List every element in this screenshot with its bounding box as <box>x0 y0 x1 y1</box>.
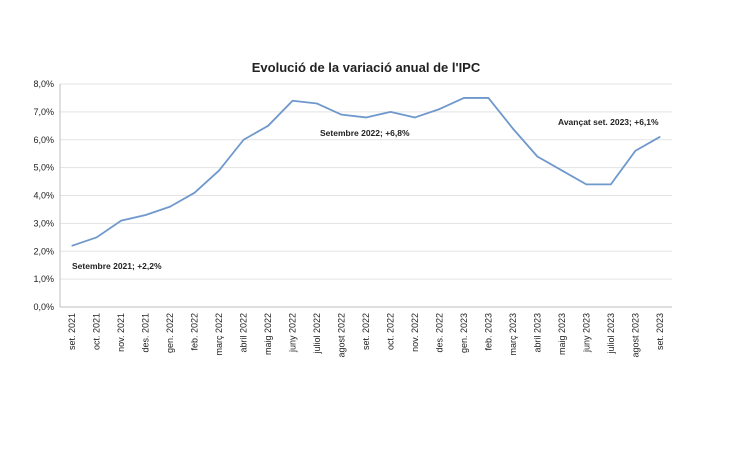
x-tick-label: abril 2022 <box>239 313 249 353</box>
annotation-sep-2023: Avançat set. 2023; +6,1% <box>558 117 659 127</box>
y-tick-label: 6,0% <box>33 135 54 145</box>
data-point <box>242 138 245 141</box>
x-tick-label: agost 2023 <box>630 313 640 358</box>
data-point <box>291 99 294 102</box>
data-point <box>389 111 392 113</box>
x-tick-label: juny 2023 <box>581 313 591 353</box>
x-tick-label: gen. 2022 <box>165 313 175 353</box>
annotation-sep-2021: Setembre 2021; +2,2% <box>72 261 162 271</box>
x-tick-label: agost 2022 <box>337 313 347 358</box>
data-point <box>634 150 637 152</box>
data-point <box>95 236 98 239</box>
x-tick-label: feb. 2023 <box>483 313 493 351</box>
x-tick-label: maig 2023 <box>557 313 567 355</box>
x-tick-label: juliol 2023 <box>606 313 616 355</box>
x-tick-label: des. 2022 <box>434 313 444 353</box>
x-tick-label: feb. 2022 <box>190 313 200 351</box>
y-tick-label: 5,0% <box>33 163 54 173</box>
y-tick-label: 8,0% <box>33 79 54 89</box>
data-point <box>414 116 416 119</box>
y-tick-label: 3,0% <box>33 218 54 228</box>
x-tick-label: gen. 2023 <box>459 313 469 353</box>
x-tick-label: juny 2022 <box>288 313 298 353</box>
x-tick-label: nov. 2022 <box>410 313 420 352</box>
x-tick-label: des. 2021 <box>141 313 151 353</box>
x-tick-label: març 2023 <box>508 313 518 356</box>
annotation-sep-2022: Setembre 2022; +6,8% <box>320 128 410 138</box>
y-tick-label: 2,0% <box>33 246 54 256</box>
x-tick-label: set. 2023 <box>655 313 665 350</box>
chart-title: Evolució de la variació anual de l'IPC <box>252 60 481 75</box>
x-tick-label: juliol 2022 <box>312 313 322 355</box>
data-point <box>144 214 147 216</box>
data-point <box>487 97 490 99</box>
x-tick-label: març 2022 <box>214 313 224 356</box>
data-point <box>610 183 612 186</box>
x-tick-label: nov. 2021 <box>116 313 126 352</box>
data-point <box>658 136 661 138</box>
data-point <box>536 155 539 158</box>
data-point <box>316 102 318 105</box>
data-point <box>340 113 343 116</box>
data-point <box>218 169 220 172</box>
data-point <box>169 205 171 208</box>
data-point <box>512 127 514 130</box>
y-tick-label: 0,0% <box>33 302 54 312</box>
data-point <box>561 169 563 172</box>
x-tick-label: set. 2021 <box>67 313 77 350</box>
x-tick-label: oct. 2022 <box>385 313 395 350</box>
x-tick-label: maig 2022 <box>263 313 273 355</box>
data-point <box>193 191 196 194</box>
x-tick-label: oct. 2021 <box>92 313 102 350</box>
data-point <box>71 244 74 247</box>
y-tick-label: 4,0% <box>33 191 54 201</box>
data-point <box>267 125 269 127</box>
y-tick-label: 1,0% <box>33 274 54 284</box>
data-point <box>463 97 465 99</box>
data-point <box>365 116 367 119</box>
data-point <box>438 108 441 110</box>
x-tick-label: abril 2023 <box>532 313 542 353</box>
x-tick-label: set. 2022 <box>361 313 371 350</box>
data-point <box>585 183 588 186</box>
data-point <box>120 219 122 222</box>
y-tick-label: 7,0% <box>33 107 54 117</box>
